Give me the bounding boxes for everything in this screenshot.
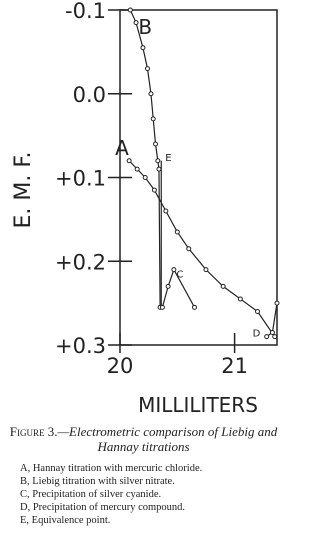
point (264, 334, 270, 340)
point (134, 166, 140, 172)
point (151, 187, 157, 193)
series-label: D (253, 329, 261, 340)
y-tick-label: -0.1 (65, 0, 106, 23)
point (165, 283, 171, 289)
point (174, 229, 180, 235)
y-axis-label: E. M. F. (11, 152, 36, 229)
note: C, Precipitation of silver cyanide. (20, 489, 162, 500)
point (155, 158, 161, 164)
figure-number: Figure 3. (9, 424, 58, 439)
point (156, 166, 162, 172)
point (148, 91, 154, 97)
series-line (128, 160, 276, 337)
caption-title: —Electrometric comparison of Liebig and … (57, 424, 278, 454)
point (133, 20, 139, 26)
note: D, Precipitation of mercury compound. (20, 502, 186, 513)
series-line (129, 9, 161, 308)
point (191, 304, 197, 310)
point (269, 329, 275, 335)
caption: Figure 3.—Electrometric comparison of Li… (0, 424, 287, 454)
point (272, 334, 278, 340)
point (203, 267, 209, 273)
point (274, 300, 280, 306)
point (127, 7, 133, 13)
x-tick-label: 21 (221, 354, 248, 378)
page: E. M. F. MILLILITERS -0.1 0.0 +0.1 +0.2 +0.3… (0, 0, 287, 527)
point (140, 45, 146, 51)
series-line (161, 268, 196, 308)
point (142, 175, 148, 180)
note: B, Liebig titration with silver nitrate. (20, 476, 175, 487)
notes: A, Hannay titration with mercuric chlori… (20, 462, 202, 527)
series-label: E (165, 153, 171, 164)
series-label: B (138, 15, 152, 39)
point (220, 283, 226, 289)
point (163, 208, 169, 214)
x-tick-label: 20 (107, 354, 134, 378)
chart: E. M. F. MILLILITERS -0.1 0.0 +0.1 +0.2 +0.3… (11, 0, 280, 417)
point (153, 141, 159, 147)
point (237, 296, 243, 302)
note: E, Equivalence point. (20, 515, 111, 526)
y-tick-label: 0.0 (73, 83, 106, 107)
point (186, 246, 192, 252)
series-label: A (115, 136, 129, 160)
point (255, 309, 261, 314)
y-tick-label: +0.1 (55, 167, 106, 191)
y-tick-label: +0.3 (55, 334, 106, 358)
point (171, 267, 177, 273)
note: A, Hannay titration with mercuric chlori… (20, 463, 203, 474)
y-tick-label: +0.2 (55, 250, 106, 274)
point (145, 66, 151, 72)
x-axis-label: MILLILITERS (138, 393, 258, 417)
point (159, 304, 165, 310)
point (126, 158, 132, 164)
series-label: C (176, 269, 183, 280)
point (150, 116, 156, 122)
